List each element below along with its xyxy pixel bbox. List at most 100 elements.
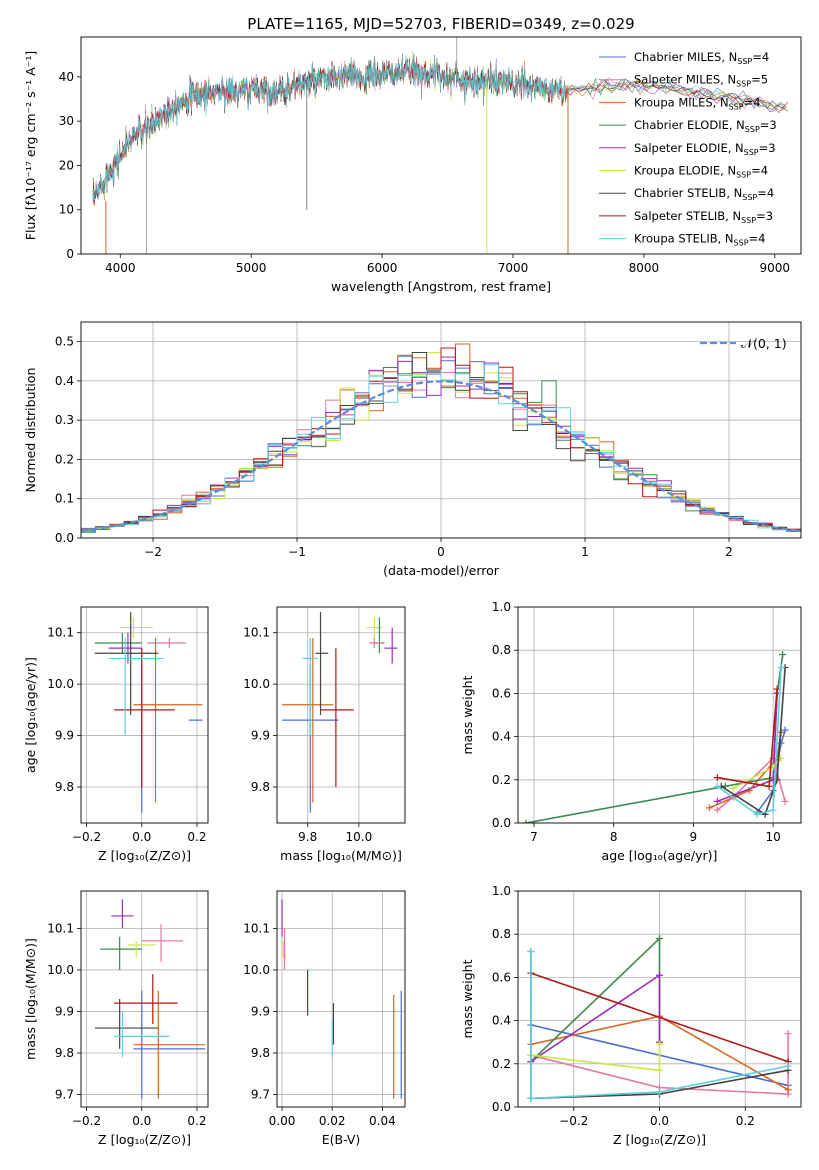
figure-title: PLATE=1165, MJD=52703, FIBERID=0349, z=0… <box>247 15 634 33</box>
weight_vs_Z-xlabel: Z [log₁₀(Z/Z⊙)] <box>613 1132 706 1147</box>
age_vs_mass-ytick-label: 9.9 <box>251 729 270 743</box>
spectrum-panel: 4000 5000 6000 7000 8000 9000 0 10 20 30 40 wavelen… <box>23 36 802 294</box>
weight_vs_age-ytick-label: 1.0 <box>492 600 511 614</box>
spectrum-legend-nssp-1: =5 <box>751 73 768 87</box>
weight_vs_Z-marker-8-0 <box>527 947 535 955</box>
weight_vs_Z-line-3 <box>530 936 661 1063</box>
spectrum-legend: Chabrier MILES, NSSP=4 Salpeter MILES, NS… <box>599 50 777 248</box>
spectrum-legend-sub-5: SSP <box>736 171 751 180</box>
age_vs_Z-frame <box>80 606 209 824</box>
spectrum-legend-sub-3: SSP <box>745 125 760 134</box>
weight_vs_age-line-7 <box>717 689 778 788</box>
spectrum-legend-sub-4: SSP <box>744 148 759 157</box>
weight_vs_age-marker-4-0 <box>713 797 721 805</box>
weight_vs_Z-line-8 <box>530 951 789 1100</box>
spectrum-ytick-label: 0 <box>66 247 74 261</box>
spectrum-legend-label-1: Salpeter MILES, NSSP=5 <box>634 73 768 89</box>
weight_vs_Z-marker-8-2 <box>656 1088 663 1096</box>
weight_vs_age-marker-8-1 <box>753 810 761 818</box>
spectrum-xtick-label: 7000 <box>498 261 529 275</box>
weight_vs_age-ytick-label: 0.2 <box>492 773 511 787</box>
age_vs_Z-panel: −0.2 0.0 0.2 9.8 9.9 10.0 10.1 Z [log₁₀(Z/Z⊙)] a… <box>23 606 209 863</box>
spectrum-xtick-label: 5000 <box>236 261 267 275</box>
weight_vs_Z-marker-5-1 <box>656 1066 663 1074</box>
weight_vs_age-plot-area <box>518 607 801 823</box>
weight_vs_age-marker-7-0 <box>713 774 721 782</box>
spectrum-ytick-label: 30 <box>59 114 74 128</box>
residuals-ytick-label: 0.3 <box>55 413 74 427</box>
spectrum-legend-sub-2: SSP <box>729 102 744 111</box>
weight_vs_Z-ytick-label: 0.8 <box>492 927 511 941</box>
weight_vs_Z-ytick-label: 0.2 <box>492 1057 511 1071</box>
gaussian-legend-label: 𝒩(0, 1) <box>741 336 787 351</box>
weight_vs_age-line-8 <box>716 667 782 816</box>
weight_vs_age-ytick-label: 0.4 <box>492 730 511 744</box>
age_vs_mass-ytick-label: 10.0 <box>243 677 270 691</box>
mass_vs_ebv-panel: 0.00 0.02 0.04 9.7 9.8 9.9 10.0 10.1 E(B-V) <box>243 890 406 1147</box>
spectrum-legend-label-6: Chabrier STELIB, NSSP=4 <box>634 186 774 202</box>
spectrum-frame <box>80 36 802 255</box>
residuals-xtick-label: 1 <box>581 545 589 559</box>
spectrum-legend-label-2: Kroupa MILES, NSSP=4 <box>634 95 760 111</box>
spectrum-ylabel: Flux [fλ10⁻¹⁷ erg cm⁻² s⁻¹ A⁻¹] <box>23 51 38 240</box>
mass_vs_Z-panel: −0.2 0.0 0.2 9.7 9.8 9.9 10.0 10.1 Z [log₁₀(Z/Z⊙… <box>23 890 209 1147</box>
mass_vs_ebv-ytick-label: 9.7 <box>251 1088 270 1102</box>
weight_vs_Z-line-4 <box>530 973 661 1063</box>
weight_vs_age-marker-0-3 <box>781 726 789 734</box>
weight_vs_age-line-3 <box>525 654 784 823</box>
weight_vs_age-marker-1-3 <box>781 797 789 805</box>
gaussian-curve <box>81 380 801 533</box>
mass_vs_Z-ytick-label: 9.9 <box>55 1004 74 1018</box>
spectrum-xtick-label: 6000 <box>367 261 398 275</box>
spectrum-legend-nssp-4: =3 <box>759 141 776 155</box>
weight_vs_Z-marker-5-2 <box>656 1040 663 1048</box>
mass_vs_ebv-ytick-label: 9.8 <box>251 1046 270 1060</box>
weight_vs_age-marker-8-0 <box>713 782 721 790</box>
weight_vs_Z-marker-3-1 <box>656 935 663 943</box>
spectrum-legend-label-3: Chabrier ELODIE, NSSP=3 <box>634 118 777 134</box>
spectrum-ytick-label: 10 <box>59 203 74 217</box>
age_vs_mass-xtick-label: 10.0 <box>346 830 373 844</box>
weight_vs_age-xtick-label: 9 <box>690 830 698 844</box>
weight_vs_age-marker-8-2 <box>769 806 777 814</box>
weight_vs_age-marker-8-3 <box>777 663 785 671</box>
spectrum-ytick-label: 40 <box>59 70 74 84</box>
weight_vs_age-panel: 7 8 9 10 0.0 0.2 0.4 0.6 0.8 1.0 age [log₁₀(age/yr… <box>460 600 802 863</box>
weight_vs_Z-frame <box>517 890 802 1108</box>
spectrum-xlabel: wavelength [Angstrom, rest frame] <box>331 279 551 294</box>
spectrum-plot-area <box>92 37 789 254</box>
residual-hist-7 <box>81 347 801 531</box>
spectrum-legend-label-5: Kroupa ELODIE, NSSP=4 <box>634 164 768 180</box>
spectrum-ytick-label: 20 <box>59 158 74 172</box>
mass_vs_Z-xtick-label: 0.0 <box>132 1114 151 1128</box>
weight_vs_age-ytick-label: 0.6 <box>492 686 511 700</box>
age_vs_Z-ytick-label: 9.9 <box>55 729 74 743</box>
weight_vs_age-marker-3-0 <box>522 819 530 823</box>
age_vs_Z-ylabel: age [log₁₀(age/yr)] <box>23 657 38 773</box>
weight_vs_age-frame <box>517 606 802 824</box>
mass_vs_Z-ytick-label: 10.0 <box>47 963 74 977</box>
mass_vs_Z-frame <box>80 890 209 1108</box>
weight_vs_age-xlabel: age [log₁₀(age/yr)] <box>602 848 718 863</box>
weight_vs_age-line-4 <box>717 693 778 803</box>
spectrum-legend-label-0: Chabrier MILES, NSSP=4 <box>634 50 769 66</box>
weight_vs_age-line-6 <box>720 667 786 816</box>
age_vs_mass-panel: 9.8 10.0 9.8 9.9 10.0 10.1 mass [log₁₀(M/M⊙)] <box>243 606 406 863</box>
mass_vs_ebv-xtick-label: 0.02 <box>319 1114 346 1128</box>
residuals-ytick-label: 0.0 <box>55 531 74 545</box>
weight_vs_Z-xtick-label: 0.2 <box>736 1114 755 1128</box>
age_vs_mass-xtick-label: 9.8 <box>298 830 317 844</box>
mass_vs_Z-ylabel: mass [log₁₀(M/M⊙)] <box>23 938 38 1060</box>
age_vs_mass-frame <box>276 606 406 824</box>
residuals-xtick-label: −1 <box>288 545 306 559</box>
mass_vs_Z-plot-area <box>81 891 208 1107</box>
spectrum-xtick-label: 4000 <box>105 261 136 275</box>
residuals-ylabel: Normed distribution <box>23 368 38 493</box>
spectrum-legend-label-8: Kroupa STELIB, NSSP=4 <box>634 232 765 248</box>
age_vs_Z-xtick-label: 0.2 <box>187 830 206 844</box>
age_vs_Z-xtick-label: 0.0 <box>132 830 151 844</box>
weight_vs_age-marker-2-0 <box>705 804 713 812</box>
age_vs_Z-plot-area <box>81 607 208 823</box>
age_vs_Z-xtick-label: −0.2 <box>72 830 101 844</box>
